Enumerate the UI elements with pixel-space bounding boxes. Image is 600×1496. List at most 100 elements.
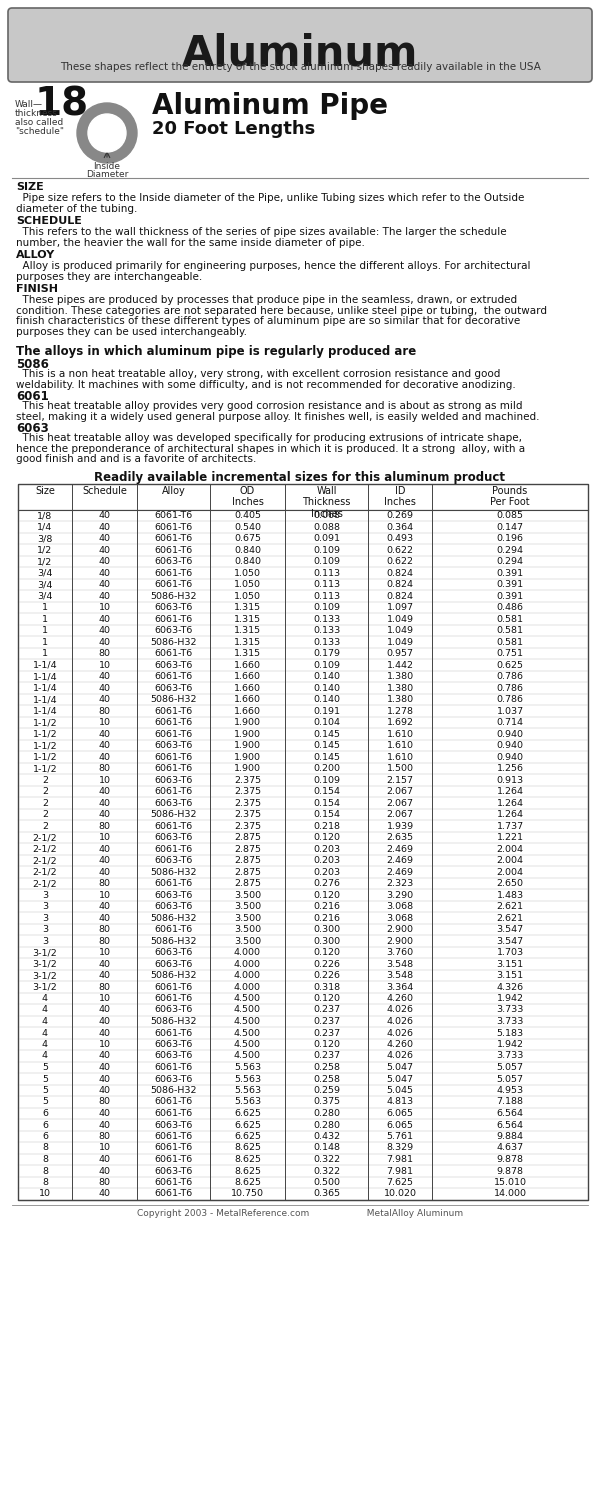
Text: 5: 5 [42,1064,48,1073]
Text: 3/4: 3/4 [37,591,53,600]
Text: 40: 40 [98,1155,110,1164]
Text: 0.957: 0.957 [386,649,413,658]
Text: 0.540: 0.540 [234,522,261,531]
Text: ID
Inches: ID Inches [384,486,416,507]
Text: 4: 4 [42,1005,48,1014]
Text: Diameter: Diameter [86,171,128,180]
Text: 1/2: 1/2 [37,557,53,565]
Text: 6063-T6: 6063-T6 [154,1074,193,1083]
Text: 0.145: 0.145 [313,730,340,739]
Text: 40: 40 [98,730,110,739]
Text: 7.981: 7.981 [386,1155,413,1164]
Text: 2.900: 2.900 [386,925,413,934]
Text: 6: 6 [42,1132,48,1141]
Text: 3.500: 3.500 [234,936,261,945]
Text: 0.786: 0.786 [497,696,523,705]
Text: 20 Foot Lengths: 20 Foot Lengths [152,120,315,138]
Text: 3-1/2: 3-1/2 [32,983,58,992]
Text: 0.237: 0.237 [313,1005,340,1014]
Text: 0.154: 0.154 [313,809,340,818]
Text: 0.104: 0.104 [313,718,340,727]
Text: 80: 80 [98,649,110,658]
Text: 3.760: 3.760 [386,948,413,957]
Text: 0.751: 0.751 [497,649,523,658]
Text: 0.940: 0.940 [497,730,523,739]
Text: 0.113: 0.113 [313,580,340,589]
Text: 0.088: 0.088 [313,522,340,531]
Text: 6063-T6: 6063-T6 [154,684,193,693]
Text: 80: 80 [98,925,110,934]
Text: 0.068: 0.068 [313,512,340,521]
Text: 1: 1 [42,649,48,658]
Text: 80: 80 [98,983,110,992]
Text: 1-1/4: 1-1/4 [32,661,58,670]
Text: 0.581: 0.581 [497,615,523,624]
Text: also called: also called [15,118,63,127]
Text: 2.375: 2.375 [234,775,261,784]
Text: hence the preponderance of architectural shapes in which it is produced. It a st: hence the preponderance of architectural… [16,443,525,453]
Text: 4.026: 4.026 [386,1052,413,1061]
Text: 1.900: 1.900 [234,764,261,773]
Text: 10: 10 [98,603,110,612]
Text: 2.469: 2.469 [386,868,413,877]
Text: 6061-T6: 6061-T6 [154,522,193,531]
Text: 0.391: 0.391 [496,568,524,577]
Text: 40: 40 [98,557,110,565]
Text: 1.942: 1.942 [497,1040,523,1049]
Text: 0.147: 0.147 [497,522,523,531]
Text: 4.026: 4.026 [386,1005,413,1014]
Text: 1: 1 [42,615,48,624]
Text: 2.621: 2.621 [497,914,523,923]
Text: 6061-T6: 6061-T6 [154,580,193,589]
Text: 2.650: 2.650 [497,880,523,889]
Text: 40: 40 [98,625,110,634]
Text: Copyright 2003 - MetalReference.com                    MetalAlloy Aluminum: Copyright 2003 - MetalReference.com Meta… [137,1209,463,1218]
Text: 1.660: 1.660 [234,661,261,670]
Text: 7.188: 7.188 [497,1098,523,1107]
Text: 0.203: 0.203 [313,868,340,877]
Text: 4.500: 4.500 [234,1017,261,1026]
Text: 40: 40 [98,1005,110,1014]
Text: 0.493: 0.493 [386,534,413,543]
Text: 2.375: 2.375 [234,799,261,808]
Text: 1.037: 1.037 [496,706,524,715]
Text: 6061-T6: 6061-T6 [154,925,193,934]
Text: 6061-T6: 6061-T6 [154,1155,193,1164]
Text: 4.500: 4.500 [234,1005,261,1014]
Text: 0.237: 0.237 [313,1029,340,1038]
Text: 10: 10 [98,1040,110,1049]
Text: OD
Inches: OD Inches [232,486,263,507]
Text: 6061-T6: 6061-T6 [154,752,193,761]
Text: 0.294: 0.294 [497,557,523,565]
Text: 4.000: 4.000 [234,983,261,992]
Text: 80: 80 [98,1098,110,1107]
Text: 10.020: 10.020 [383,1189,416,1198]
Text: 8.625: 8.625 [234,1143,261,1152]
Text: 1-1/4: 1-1/4 [32,672,58,681]
Text: Aluminum: Aluminum [182,31,418,73]
Text: 2-1/2: 2-1/2 [32,880,58,889]
Text: 0.120: 0.120 [313,890,340,899]
Text: 5086-H32: 5086-H32 [150,971,197,980]
Text: 1-1/2: 1-1/2 [32,752,58,761]
Text: 0.391: 0.391 [496,580,524,589]
Text: 3.290: 3.290 [386,890,413,899]
Text: 1: 1 [42,637,48,646]
Text: 6063-T6: 6063-T6 [154,1052,193,1061]
Text: 0.276: 0.276 [313,880,340,889]
Text: 1.610: 1.610 [386,741,413,749]
Text: 0.085: 0.085 [497,512,523,521]
Text: 2.004: 2.004 [497,856,523,865]
Text: 0.154: 0.154 [313,787,340,796]
Text: 6061-T6: 6061-T6 [154,764,193,773]
Text: 6061-T6: 6061-T6 [154,718,193,727]
Text: 6061-T6: 6061-T6 [154,730,193,739]
Text: 1.610: 1.610 [386,730,413,739]
Text: 1.097: 1.097 [386,603,413,612]
Text: 0.258: 0.258 [313,1064,340,1073]
Text: 1: 1 [42,603,48,612]
Text: 6063-T6: 6063-T6 [154,1121,193,1129]
Text: 0.280: 0.280 [313,1121,340,1129]
Text: 1.380: 1.380 [386,696,413,705]
Text: 1.900: 1.900 [234,718,261,727]
